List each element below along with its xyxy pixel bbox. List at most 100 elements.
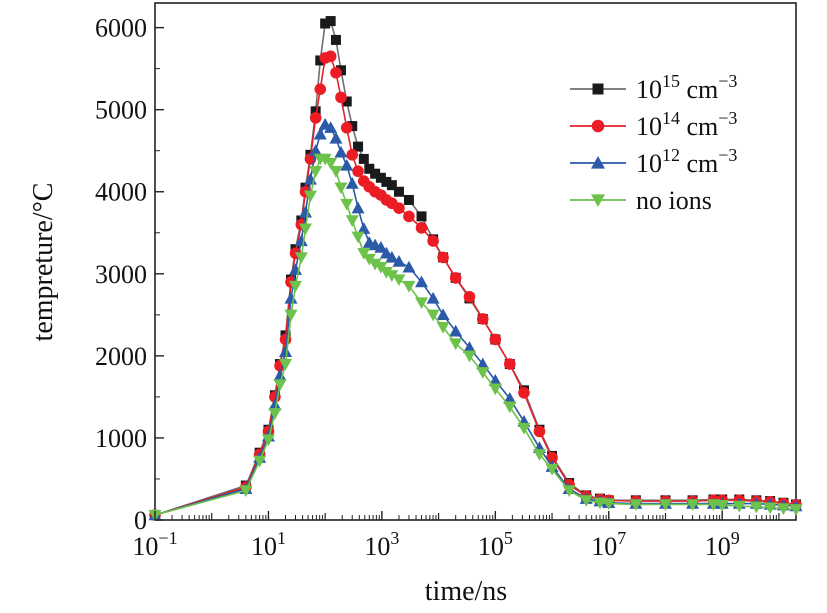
data-point xyxy=(374,241,388,253)
data-point xyxy=(415,275,429,288)
data-point xyxy=(334,182,348,195)
legend-marker xyxy=(592,83,604,95)
data-point xyxy=(335,91,347,104)
data-point xyxy=(715,500,729,512)
data-point xyxy=(314,83,327,95)
data-point xyxy=(489,333,502,346)
data-point xyxy=(386,180,397,191)
x-axis: 10−1 101 103 105 107 109 xyxy=(132,511,780,561)
data-point xyxy=(279,345,293,357)
data-point xyxy=(289,280,303,293)
legend-marker xyxy=(591,194,605,207)
y-tick-label: 0 xyxy=(134,506,147,535)
series-4 xyxy=(148,153,803,522)
data-point xyxy=(381,176,392,187)
data-point xyxy=(763,502,777,515)
data-point xyxy=(385,250,399,263)
data-point xyxy=(253,455,267,468)
x-tick-base: 10 xyxy=(132,532,158,561)
data-point xyxy=(330,34,341,45)
data-point xyxy=(325,16,336,27)
data-point xyxy=(273,379,287,392)
data-point xyxy=(415,297,429,310)
legend-label: no ions xyxy=(636,186,712,215)
x-axis-title: time/ns xyxy=(425,576,507,607)
data-point xyxy=(749,501,763,514)
data-point xyxy=(320,18,331,29)
y-tick-label: 4000 xyxy=(95,178,147,207)
legend-marker xyxy=(591,119,605,133)
y-tick-label: 6000 xyxy=(95,14,147,43)
data-point xyxy=(392,255,406,267)
data-point xyxy=(284,309,298,322)
data-point xyxy=(303,190,317,203)
data-point xyxy=(268,408,282,420)
x-tick-exponent: 3 xyxy=(390,528,399,548)
data-point xyxy=(385,270,399,282)
data-point xyxy=(532,449,546,461)
data-point xyxy=(402,280,416,293)
data-point xyxy=(324,121,338,133)
data-point xyxy=(732,500,746,513)
data-point xyxy=(353,141,364,152)
data-point xyxy=(488,373,502,386)
data-point xyxy=(658,499,672,511)
data-point xyxy=(345,177,359,189)
x-tick-exponent: 9 xyxy=(731,528,740,548)
data-point xyxy=(392,274,406,287)
data-point xyxy=(602,498,616,511)
data-point xyxy=(370,168,381,179)
data-point xyxy=(298,223,312,236)
data-point xyxy=(449,272,462,284)
x-tick-label: 105 xyxy=(478,528,513,561)
data-point xyxy=(284,291,298,304)
legend-label: 1014 cm−3 xyxy=(636,108,737,141)
x-tick-exponent: 1 xyxy=(277,528,286,548)
data-point xyxy=(310,106,321,117)
data-point xyxy=(593,497,607,510)
y-tick-label: 2000 xyxy=(95,342,147,371)
data-point xyxy=(368,258,382,271)
data-point xyxy=(517,422,531,435)
data-point xyxy=(504,358,516,370)
data-point xyxy=(579,495,593,507)
data-point xyxy=(375,172,386,183)
data-point xyxy=(346,149,359,161)
data-point xyxy=(518,387,530,399)
data-point xyxy=(403,210,415,223)
data-point xyxy=(239,485,253,497)
x-tick-base: 10 xyxy=(705,532,731,561)
data-point xyxy=(416,211,427,222)
legend-label: 1012 cm−3 xyxy=(636,145,737,178)
data-point xyxy=(462,350,476,363)
data-point xyxy=(503,401,517,414)
data-point xyxy=(351,231,365,244)
data-point xyxy=(334,145,348,158)
data-point xyxy=(436,321,450,334)
data-point xyxy=(393,202,405,214)
series-layer xyxy=(148,16,803,522)
data-point xyxy=(562,485,576,497)
data-point xyxy=(476,313,489,325)
series-3 xyxy=(148,117,803,521)
x-tick-label: 107 xyxy=(591,528,626,561)
data-point xyxy=(686,499,700,511)
data-point xyxy=(279,358,293,371)
data-point xyxy=(415,222,428,234)
x-tick-label: 103 xyxy=(364,528,399,561)
data-point xyxy=(345,215,359,227)
data-point xyxy=(364,163,375,174)
data-point xyxy=(324,50,337,63)
y-tick-label: 3000 xyxy=(95,260,147,289)
legend-item: no ions xyxy=(570,186,712,215)
data-point xyxy=(294,234,308,247)
data-point xyxy=(358,153,369,164)
data-point xyxy=(309,144,323,156)
x-tick-base: 10 xyxy=(478,532,504,561)
plot-frame xyxy=(154,2,797,521)
y-tick-label: 1000 xyxy=(95,424,147,453)
legend-item: 1012 cm−3 xyxy=(570,145,737,178)
legend-item: 1014 cm−3 xyxy=(570,108,737,141)
data-point xyxy=(309,112,322,124)
data-point xyxy=(503,392,517,404)
